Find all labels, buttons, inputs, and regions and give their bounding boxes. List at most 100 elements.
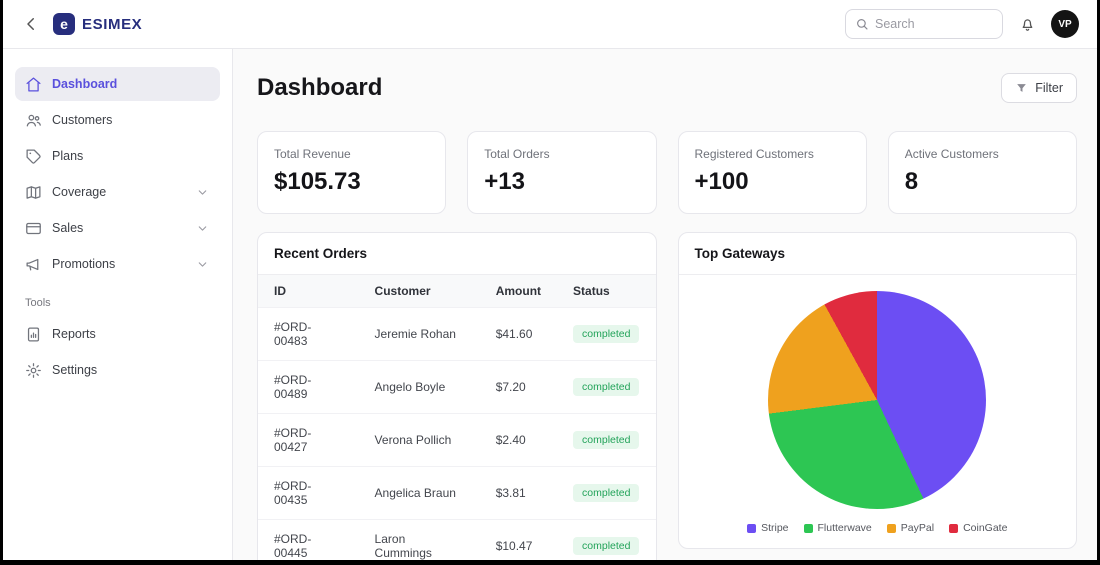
sidebar-item-label: Promotions	[52, 257, 116, 271]
stat-card: Total Revenue $105.73	[257, 131, 447, 214]
order-row: #ORD-00435 Angelica Braun $3.81 completed	[258, 466, 656, 520]
sidebar-item-dashboard[interactable]: Dashboard	[15, 67, 220, 101]
sidebar-item-promotions[interactable]: Promotions	[15, 247, 220, 281]
sidebar-item-label: Dashboard	[52, 77, 118, 91]
sidebar: Dashboard Customers Plans Coverage Sales Prom…	[3, 49, 233, 560]
legend-item: Flutterwave	[803, 522, 872, 534]
pie-legend: Stripe Flutterwave PayPal CoinGate	[679, 509, 1077, 548]
esimex-logo-icon: e	[53, 13, 75, 35]
stat-label: Registered Customers	[694, 147, 814, 161]
orders-column-header: ID	[258, 275, 359, 308]
sidebar-item-coverage[interactable]: Coverage	[15, 175, 220, 209]
legend-label: PayPal	[900, 522, 935, 534]
filter-button-label: Filter	[1035, 81, 1063, 95]
order-status-cell: completed	[557, 466, 656, 520]
orders-table: ID Customer Amount Status #ORD-00483 Jeremie…	[258, 275, 656, 560]
megaphone-icon	[25, 256, 42, 273]
status-badge: completed	[573, 484, 640, 502]
legend-label: Flutterwave	[817, 522, 872, 534]
order-id: #ORD-00427	[258, 413, 359, 467]
legend-swatch	[949, 523, 959, 533]
sidebar-item-label: Settings	[52, 363, 98, 377]
stat-card: Total Orders +13	[467, 131, 657, 214]
stat-label: Active Customers	[904, 147, 999, 161]
sidebar-nav: Dashboard Customers Plans Coverage Sales Prom…	[15, 67, 220, 281]
chevron-down-icon	[196, 257, 210, 271]
sidebar-tools-nav: Reports Settings	[15, 317, 220, 387]
report-icon	[25, 326, 42, 343]
chevron-down-icon	[196, 185, 210, 199]
home-icon	[25, 76, 42, 93]
sidebar-item-customers[interactable]: Customers	[15, 103, 220, 137]
order-customer: Verona Pollich	[358, 413, 480, 467]
order-status-cell: completed	[557, 519, 656, 560]
main-content: Dashboard Filter Total Revenue $105.73 Tot…	[233, 49, 1097, 560]
order-row: #ORD-00483 Jeremie Rohan $41.60 completed	[258, 307, 656, 361]
stat-value: +100	[694, 168, 749, 195]
legend-swatch	[747, 523, 757, 533]
sidebar-item-label: Sales	[52, 221, 84, 235]
brand-name: ESIMEX	[82, 15, 143, 33]
order-customer: Angelo Boyle	[358, 360, 480, 414]
legend-swatch	[803, 523, 813, 533]
stat-value: 8	[904, 168, 919, 195]
search-box[interactable]	[845, 9, 1003, 39]
status-badge: completed	[573, 325, 640, 343]
sidebar-item-plans[interactable]: Plans	[15, 139, 220, 173]
orders-column-header: Amount	[479, 275, 558, 308]
gateways-pie-chart	[768, 291, 987, 509]
orders-column-header: Customer	[358, 275, 480, 308]
order-row: #ORD-00427 Verona Pollich $2.40 completed	[258, 413, 656, 467]
gear-icon	[25, 362, 42, 379]
stat-label: Total Revenue	[274, 147, 351, 161]
legend-label: CoinGate	[963, 522, 1008, 534]
tag-icon	[25, 148, 42, 165]
app-window: e ESIMEX VP Dashboard Customers Plans Cover…	[3, 0, 1097, 560]
filter-button[interactable]: Filter	[1001, 73, 1077, 103]
sidebar-item-reports[interactable]: Reports	[15, 317, 220, 351]
funnel-icon	[1015, 82, 1028, 95]
legend-item: Stripe	[747, 522, 789, 534]
brand[interactable]: e ESIMEX	[53, 13, 142, 35]
legend-item: PayPal	[886, 522, 935, 534]
notifications-button[interactable]	[1013, 10, 1041, 38]
top-gateways-panel: Top Gateways Stripe Flutterwave PayPal Coin…	[677, 232, 1077, 549]
top-gateways-title: Top Gateways	[678, 233, 1076, 275]
status-badge: completed	[573, 378, 640, 396]
chevron-left-icon	[22, 15, 40, 33]
sidebar-item-label: Reports	[52, 327, 96, 341]
users-icon	[25, 112, 42, 129]
chevron-down-icon	[196, 221, 210, 235]
status-badge: completed	[573, 537, 640, 555]
order-id: #ORD-00483	[258, 307, 359, 361]
stat-card: Registered Customers +100	[677, 131, 867, 214]
recent-orders-title: Recent Orders	[258, 233, 656, 275]
back-button[interactable]	[17, 10, 45, 38]
order-id: #ORD-00489	[258, 360, 359, 414]
legend-swatch	[886, 523, 896, 533]
sidebar-section-tools: Tools	[25, 297, 51, 309]
order-status-cell: completed	[557, 307, 656, 361]
orders-table-header: ID Customer Amount Status	[258, 275, 656, 308]
stats-row: Total Revenue $105.73 Total Orders +13 Regis…	[257, 131, 1077, 214]
stat-label: Total Orders	[484, 147, 550, 161]
order-amount: $10.47	[479, 519, 558, 560]
topbar: e ESIMEX VP	[3, 0, 1097, 49]
sidebar-item-label: Coverage	[52, 185, 107, 199]
order-customer: Jeremie Rohan	[358, 307, 480, 361]
order-id: #ORD-00445	[258, 519, 359, 560]
stat-value: $105.73	[274, 168, 361, 195]
status-badge: completed	[573, 431, 640, 449]
order-amount: $41.60	[479, 307, 558, 361]
user-avatar[interactable]: VP	[1051, 10, 1079, 38]
stat-value: +13	[484, 168, 525, 195]
recent-orders-panel: Recent Orders ID Customer Amount Status #OR…	[257, 232, 657, 560]
order-row: #ORD-00445 Laron Cummings $10.47 completed	[258, 519, 656, 560]
sidebar-item-sales[interactable]: Sales	[15, 211, 220, 245]
search-icon	[855, 17, 869, 31]
sidebar-item-settings[interactable]: Settings	[15, 353, 220, 387]
search-input[interactable]	[875, 17, 993, 31]
order-amount: $3.81	[479, 466, 558, 520]
sidebar-item-label: Customers	[52, 113, 113, 127]
order-status-cell: completed	[557, 413, 656, 467]
